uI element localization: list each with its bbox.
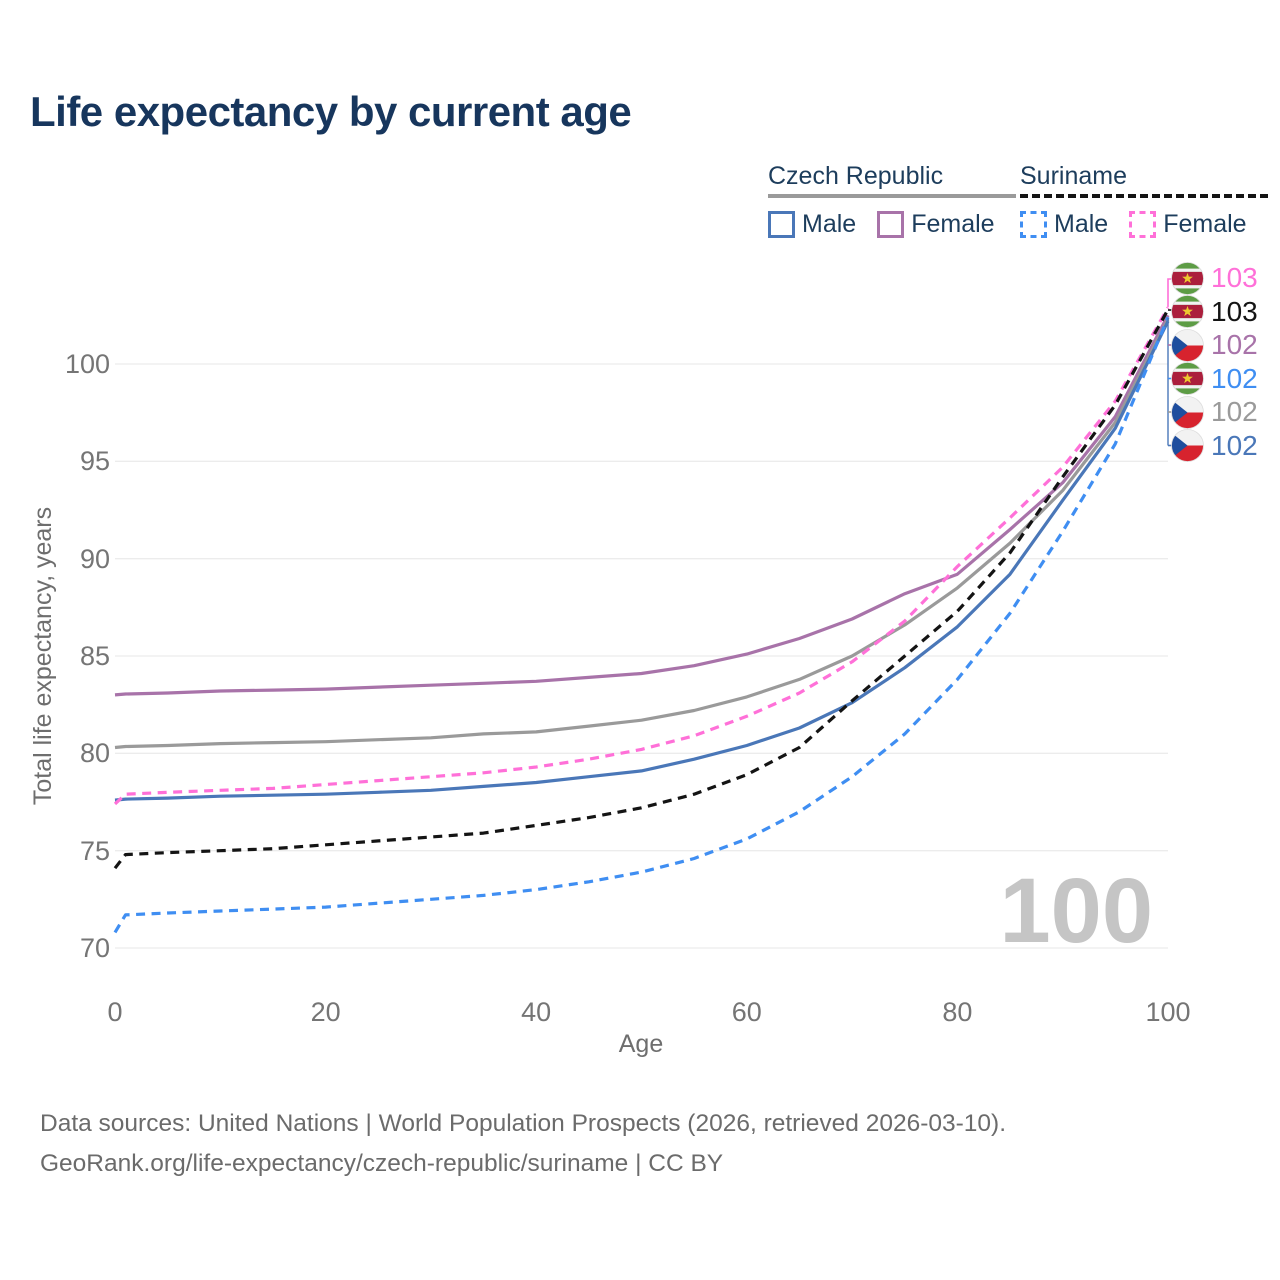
end-label-row: 102	[1171, 395, 1258, 429]
suriname_male-line	[113, 316, 1170, 934]
source-url-line: GeoRank.org/life-expectancy/czech-republ…	[40, 1150, 724, 1177]
czech_male-line	[114, 320, 1170, 802]
x-tick-label: 100	[1145, 997, 1191, 1027]
source-attribution: Data sources: United Nations | World Pop…	[40, 1104, 1006, 1184]
y-tick-label: 95	[79, 446, 110, 477]
end-label-value: 103	[1211, 295, 1258, 327]
end-label-row: 103	[1171, 295, 1258, 329]
suriname-flag-icon	[1171, 261, 1204, 295]
czech-flag-icon	[1171, 429, 1204, 462]
czech_total-line	[114, 318, 1170, 750]
dashed-line-sample	[1020, 194, 1268, 198]
gridlines	[115, 363, 1168, 949]
data-sources-line: Data sources: United Nations | World Pop…	[40, 1110, 1007, 1137]
x-tick-label: 20	[310, 997, 341, 1027]
end-label-value: 102	[1211, 329, 1258, 360]
x-tick-label: 80	[942, 997, 973, 1027]
suriname_female-line	[113, 306, 1170, 806]
end-label-value: 102	[1211, 362, 1258, 394]
suriname_total-line	[113, 308, 1170, 870]
end-label-row: 102	[1171, 328, 1258, 362]
end-label-row: 103	[1171, 261, 1258, 295]
y-axis-title: Total life expectancy, years	[29, 506, 57, 806]
legend-label-czech-female: Female	[911, 210, 995, 238]
legend-group-czech-republic: Czech Republic Male Female	[768, 162, 1016, 239]
czech-female-swatch-icon	[877, 211, 905, 238]
y-tick-label: 75	[79, 835, 110, 866]
legend-header-czech-republic: Czech Republic	[768, 162, 944, 190]
x-tick-label: 40	[521, 997, 552, 1027]
suriname-flag-icon	[1171, 295, 1204, 328]
legend-group-suriname: Suriname Male Female	[1020, 162, 1268, 239]
suriname-male-swatch-icon	[1020, 211, 1047, 238]
legend-header-suriname: Suriname	[1020, 162, 1127, 190]
x-tick-label: 0	[107, 997, 123, 1027]
czech-flag-icon	[1171, 395, 1204, 429]
czech-flag-icon	[1171, 328, 1204, 362]
y-tick-label: 70	[79, 933, 110, 963]
legend-label-suriname-female: Female	[1163, 210, 1247, 238]
legend-label-suriname-male: Male	[1054, 210, 1109, 238]
czech_female-line	[114, 314, 1170, 697]
suriname-female-swatch-icon	[1129, 211, 1157, 238]
page-title: Life expectancy by current age	[30, 88, 632, 135]
y-tick-label: 100	[64, 348, 110, 379]
czech-male-swatch-icon	[768, 211, 795, 238]
suriname-flag-icon	[1171, 362, 1204, 395]
solid-line-sample	[768, 194, 1016, 198]
end-label-value: 102	[1211, 429, 1258, 461]
x-axis-title: Age	[618, 1030, 664, 1058]
legend-label-czech-male: Male	[802, 210, 857, 238]
x-tick-label: 60	[731, 997, 762, 1027]
end-label-value: 103	[1211, 262, 1258, 293]
y-tick-label: 85	[79, 640, 110, 671]
age-watermark: 100	[999, 860, 1154, 962]
end-label-row: 102	[1171, 362, 1258, 396]
y-tick-label: 90	[79, 543, 110, 574]
end-label-value: 102	[1211, 396, 1258, 427]
y-tick-label: 80	[79, 738, 110, 769]
end-label-row: 102	[1171, 429, 1258, 463]
